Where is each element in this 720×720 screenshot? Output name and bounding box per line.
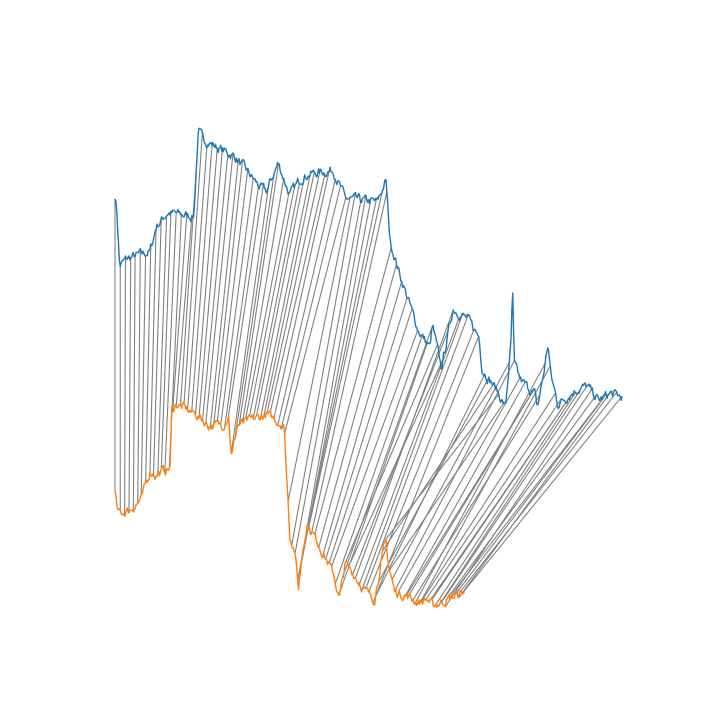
connector-line xyxy=(391,362,510,580)
connector-line xyxy=(172,216,188,411)
connector-line xyxy=(358,319,460,586)
connector-line xyxy=(304,199,377,545)
connector-line xyxy=(307,194,383,530)
connector-line xyxy=(294,201,362,554)
connector-line xyxy=(398,378,521,591)
connector-line xyxy=(213,159,244,425)
series-b-line xyxy=(114,401,466,608)
connector-line xyxy=(318,263,398,548)
connector-line xyxy=(259,175,311,420)
connector-line xyxy=(345,344,439,562)
connector-line xyxy=(249,188,295,416)
connector-line xyxy=(458,390,612,599)
connector-line xyxy=(311,191,388,533)
connector-line xyxy=(223,187,259,430)
connector-line xyxy=(464,395,623,591)
connector-line xyxy=(201,154,229,422)
connector-line xyxy=(314,247,392,533)
connector-line xyxy=(284,197,347,434)
connector-line xyxy=(230,183,270,454)
connector-line xyxy=(216,168,249,422)
connector-line xyxy=(328,308,413,564)
connector-line xyxy=(352,330,449,575)
connector-line xyxy=(160,211,172,469)
connector-line xyxy=(341,326,433,579)
connector-line xyxy=(280,185,342,430)
connector-line xyxy=(157,215,168,475)
connector-line xyxy=(418,365,551,605)
connector-line xyxy=(331,330,418,567)
connector-line xyxy=(395,360,515,590)
connector-line xyxy=(334,333,424,585)
connector-line xyxy=(421,392,557,601)
connector-line xyxy=(372,336,480,604)
connector-line xyxy=(205,152,234,423)
connector-line xyxy=(137,248,141,503)
connector-line xyxy=(227,183,265,421)
connector-line xyxy=(242,178,285,422)
connector-line xyxy=(234,173,275,440)
connector-line xyxy=(194,148,218,416)
connector-line xyxy=(132,256,136,512)
connector-line xyxy=(441,386,587,602)
connector-line xyxy=(149,229,157,472)
connector-line xyxy=(447,394,598,598)
connector-line xyxy=(297,195,367,582)
connector-line xyxy=(451,399,603,595)
connector-line xyxy=(291,192,356,547)
connector-line xyxy=(238,163,280,426)
connector-line xyxy=(382,382,495,552)
connector-line xyxy=(365,314,469,589)
connector-line xyxy=(424,399,562,601)
connector-lines xyxy=(114,132,623,607)
connector-line xyxy=(338,343,428,596)
connector-line xyxy=(378,376,490,582)
connector-line xyxy=(191,145,213,409)
connector-line xyxy=(245,192,290,417)
connector-line xyxy=(354,309,454,579)
connector-line xyxy=(325,298,408,560)
connector-line xyxy=(460,391,618,591)
connector-line xyxy=(128,257,132,513)
connector-line xyxy=(124,255,127,517)
connector-line xyxy=(402,382,526,601)
connector-line xyxy=(266,172,321,413)
connector-line xyxy=(454,394,607,596)
connector-line xyxy=(183,132,203,405)
connector-line xyxy=(437,388,582,607)
connector-line xyxy=(252,183,300,420)
connector-line xyxy=(411,394,541,602)
connector-line xyxy=(431,395,571,600)
connector-line xyxy=(145,243,152,484)
series-a-line xyxy=(114,127,623,410)
connector-line xyxy=(415,363,546,603)
connector-line xyxy=(273,167,331,418)
connector-line xyxy=(434,391,577,607)
connector-line xyxy=(385,393,500,540)
connector-line xyxy=(175,215,193,407)
connector-line xyxy=(270,174,326,411)
connector-line xyxy=(164,212,177,473)
connector-line xyxy=(389,402,505,571)
connector-line xyxy=(198,147,224,419)
connector-line xyxy=(187,148,208,411)
connector-line xyxy=(220,178,254,425)
connector-line xyxy=(361,313,464,589)
connector-line xyxy=(209,160,239,427)
connector-line xyxy=(287,197,351,502)
connector-line xyxy=(321,281,403,558)
connector-line xyxy=(263,171,315,418)
connector-line xyxy=(140,256,147,495)
connector-line xyxy=(152,217,162,477)
connector-line xyxy=(256,174,306,416)
connector-line xyxy=(277,179,336,426)
connector-line xyxy=(408,388,536,596)
